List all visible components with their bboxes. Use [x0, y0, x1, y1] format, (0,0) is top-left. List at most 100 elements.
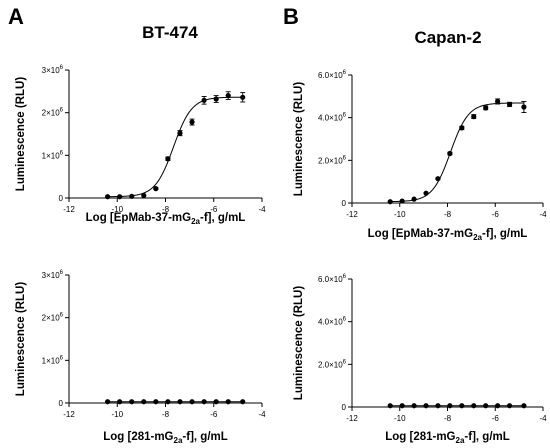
data-point	[399, 403, 405, 409]
x-tick-label: -4	[258, 410, 266, 419]
data-point	[240, 94, 246, 100]
data-point	[521, 104, 527, 110]
data-point	[117, 194, 123, 200]
y-tick-label: 2.0×106	[318, 359, 347, 369]
y-tick-label: 6.0×106	[318, 274, 347, 284]
data-point	[117, 399, 123, 405]
data-point	[447, 150, 453, 157]
chart-title: Capan-2	[414, 28, 481, 47]
data-point	[153, 399, 159, 405]
x-axis-label: Log [EpMab-37-mG2a-f], g/mL	[368, 228, 528, 242]
data-point	[165, 156, 171, 162]
y-tick-label: 0	[59, 399, 64, 408]
data-point	[471, 114, 477, 120]
data-point	[423, 403, 429, 409]
x-tick-label: -12	[63, 410, 75, 419]
y-tick-label: 1×106	[42, 150, 64, 160]
data-point	[189, 119, 195, 125]
y-tick-label: 3×106	[42, 270, 64, 280]
y-tick-label: 0	[59, 194, 64, 203]
x-tick-label: -8	[162, 205, 170, 214]
data-point	[435, 176, 441, 182]
y-tick-label: 2.0×106	[318, 155, 347, 165]
y-tick-label: 0	[342, 403, 347, 412]
data-point	[521, 403, 527, 409]
chart-4: -12 -10 -8 -6 -4 0 2.0×106 4.0×106 6.0×106 Lumine…	[293, 274, 547, 445]
x-axis-label: Log [281-mG2a-f], g/mL	[385, 431, 510, 445]
data-point	[447, 403, 453, 409]
y-axis-label: Luminescence (RLU)	[15, 77, 27, 192]
x-tick-label: -6	[492, 414, 500, 423]
data-point	[201, 399, 207, 405]
x-tick-label: -4	[258, 205, 266, 214]
data-point	[177, 130, 183, 136]
data-point	[411, 196, 417, 202]
x-axis-label: Log [EpMab-37-mG2a-f], g/mL	[86, 212, 246, 226]
data-point	[459, 125, 465, 131]
x-tick-label: -6	[210, 205, 218, 214]
data-point	[141, 192, 147, 199]
data-point	[105, 194, 111, 200]
chart-3: -12 -10 -8 -6 -4 0 1×106 2×106 3×106 Luminescence…	[15, 270, 266, 445]
x-tick-label: -6	[210, 410, 218, 419]
data-point	[459, 403, 465, 409]
x-tick-label: -8	[162, 410, 170, 419]
data-point	[201, 97, 207, 103]
y-tick-label: 2×106	[42, 108, 64, 118]
x-tick-label: -12	[63, 205, 75, 214]
data-point	[240, 399, 246, 405]
data-point	[213, 399, 219, 405]
data-point	[387, 403, 393, 409]
data-point	[129, 193, 135, 199]
y-axis-label: Luminescence (RLU)	[15, 282, 27, 397]
y-tick-label: 4.0×106	[318, 113, 347, 123]
data-point	[189, 399, 195, 405]
y-axis-label: Luminescence (RLU)	[293, 82, 305, 197]
x-tick-label: -10	[111, 205, 123, 214]
y-tick-label: 2×106	[42, 313, 64, 323]
chart-title: BT-474	[142, 23, 198, 42]
y-axis-label: Luminescence (RLU)	[293, 286, 305, 401]
x-tick-label: -8	[444, 210, 452, 219]
data-point	[495, 98, 501, 105]
data-point	[153, 186, 159, 192]
x-tick-label: -12	[346, 414, 358, 423]
chart-2: Capan-2 -12 -10 -8 -6 -4 0 2.0×106 4.0×106 6.0×10…	[293, 28, 547, 242]
data-point	[225, 93, 231, 99]
fit-curve	[107, 96, 243, 198]
data-point	[177, 399, 183, 405]
data-point	[141, 399, 147, 405]
data-point	[471, 403, 477, 409]
data-point	[399, 198, 405, 204]
data-point	[423, 190, 429, 196]
data-point	[213, 96, 219, 102]
x-tick-label: -4	[539, 414, 547, 423]
data-point	[483, 105, 489, 111]
chart-1: BT-474 -12 -10 -8 -6 -4 0 1×106 2×106 3×106 Lumine…	[15, 23, 266, 226]
data-point	[483, 403, 489, 409]
data-point	[225, 399, 231, 405]
x-tick-label: -12	[346, 210, 358, 219]
data-point	[506, 403, 513, 409]
y-tick-label: 6.0×106	[318, 70, 347, 80]
panel-letter-a: A	[8, 4, 24, 29]
x-tick-label: -8	[444, 414, 452, 423]
data-point	[495, 403, 501, 409]
x-tick-label: -10	[394, 210, 406, 219]
data-point	[506, 101, 513, 108]
data-point	[435, 403, 441, 409]
x-tick-label: -10	[394, 414, 406, 423]
x-tick-label: -10	[111, 410, 123, 419]
y-tick-label: 3×106	[42, 65, 64, 75]
y-tick-label: 4.0×106	[318, 317, 347, 327]
y-tick-label: 0	[342, 199, 347, 208]
x-tick-label: -6	[492, 210, 500, 219]
y-tick-label: 1×106	[42, 355, 64, 365]
data-point	[105, 399, 111, 405]
data-point	[387, 199, 393, 205]
data-point	[165, 399, 171, 405]
x-tick-label: -4	[539, 210, 547, 219]
data-point	[129, 399, 135, 405]
panel-letter-b: B	[283, 4, 299, 29]
